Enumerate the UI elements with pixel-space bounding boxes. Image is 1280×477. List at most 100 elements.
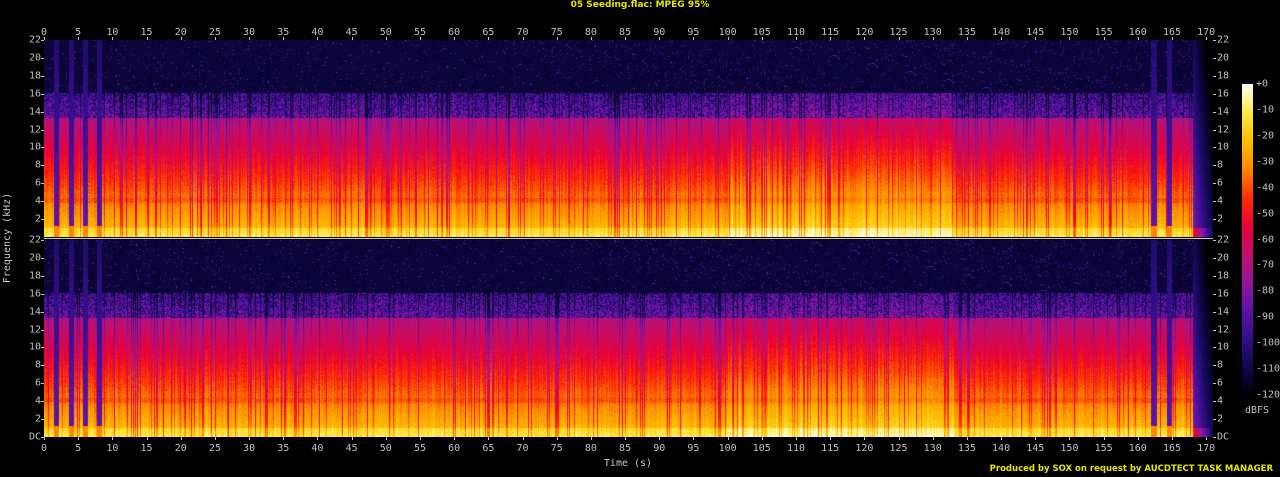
x-tick-label: 20: [174, 27, 187, 38]
colorbar-tick: -80: [1256, 285, 1275, 297]
colorbar-tick: -70: [1256, 259, 1275, 271]
y-tick-label: 8: [34, 159, 41, 171]
y-tick-label: 8: [1217, 159, 1224, 171]
x-tick-label: 155: [1094, 443, 1113, 454]
x-tick-label: 40: [311, 443, 324, 454]
y-tick-mark: [41, 401, 44, 403]
x-tick-label: 130: [923, 443, 942, 454]
colorbar-tick: -10: [1256, 104, 1275, 116]
y-tick-mark: [41, 147, 44, 149]
x-tick-mark: [864, 437, 866, 440]
y-tick-mark: [41, 201, 44, 203]
y-tick-mark: [41, 365, 44, 367]
y-tick-label: 10: [28, 141, 41, 153]
y-tick-mark: [41, 347, 44, 349]
x-tick-mark: [966, 37, 968, 40]
x-tick-label: 130: [923, 27, 942, 38]
colorbar-tick: -120: [1256, 389, 1280, 401]
x-tick-label: 45: [345, 443, 358, 454]
x-tick-mark: [317, 437, 319, 440]
x-tick-label: 150: [1060, 443, 1079, 454]
x-tick-mark: [454, 37, 456, 40]
x-tick-mark: [795, 37, 797, 40]
x-tick-label: 105: [752, 27, 771, 38]
x-tick-mark: [522, 37, 524, 40]
x-tick-mark: [419, 437, 421, 440]
y-tick-label: 22: [28, 34, 41, 46]
colorbar-tick: -30: [1256, 156, 1275, 168]
y-tick-mark: [1213, 311, 1216, 313]
x-tick-label: 80: [584, 27, 597, 38]
x-tick-mark: [419, 37, 421, 40]
x-tick-mark: [78, 37, 80, 40]
x-tick-mark: [249, 37, 251, 40]
y-tick-label: 16: [1217, 288, 1230, 300]
x-tick-mark: [625, 437, 627, 440]
y-tick-mark: [1213, 165, 1216, 167]
y-tick-mark: [41, 329, 44, 331]
y-tick-mark: [1213, 383, 1216, 385]
y-tick-mark: [41, 275, 44, 277]
y-tick-mark: [41, 293, 44, 295]
y-tick-label: 20: [1217, 252, 1230, 264]
x-tick-label: 25: [208, 443, 221, 454]
x-tick-mark: [898, 437, 900, 440]
x-tick-label: 115: [821, 27, 840, 38]
x-tick-mark: [864, 37, 866, 40]
y-tick-label: 22: [28, 234, 41, 246]
y-tick-mark: [1213, 240, 1216, 241]
x-tick-mark: [317, 37, 319, 40]
x-tick-mark: [590, 437, 592, 440]
channel-separator: [44, 238, 1213, 239]
x-tick-mark: [351, 437, 353, 440]
y-tick-label: 22: [1217, 234, 1230, 246]
colorbar-unit: dBFS: [1245, 405, 1270, 416]
y-tick-mark: [1213, 147, 1216, 149]
y-tick-label: 10: [28, 341, 41, 353]
y-tick-mark: [1213, 111, 1216, 113]
x-tick-mark: [556, 437, 558, 440]
colorbar-tick: -90: [1256, 311, 1275, 323]
x-tick-label: 100: [718, 27, 737, 38]
x-tick-label: 165: [1162, 443, 1181, 454]
y-tick-mark: [1213, 201, 1216, 203]
colorbar: [1242, 84, 1253, 395]
y-tick-mark: [1213, 293, 1216, 295]
x-tick-label: 5: [75, 443, 82, 454]
x-tick-mark: [1137, 437, 1139, 440]
x-tick-mark: [146, 437, 148, 440]
x-tick-label: 10: [106, 27, 119, 38]
y-tick-mark: [41, 437, 44, 438]
x-tick-label: 60: [448, 27, 461, 38]
x-tick-mark: [488, 437, 490, 440]
spectrogram-top-channel: [44, 40, 1213, 237]
x-tick-mark: [932, 37, 934, 40]
x-tick-label: 45: [345, 27, 358, 38]
x-tick-label: 100: [718, 443, 737, 454]
y-tick-mark: [41, 165, 44, 167]
x-tick-mark: [1001, 37, 1003, 40]
x-tick-label: 50: [379, 27, 392, 38]
x-tick-mark: [146, 37, 148, 40]
x-tick-mark: [112, 37, 114, 40]
x-tick-mark: [180, 437, 182, 440]
x-tick-mark: [112, 437, 114, 440]
x-tick-mark: [932, 437, 934, 440]
x-tick-label: 155: [1094, 27, 1113, 38]
x-tick-label: 10: [106, 443, 119, 454]
x-tick-mark: [693, 37, 695, 40]
x-tick-label: 140: [992, 27, 1011, 38]
y-tick-label: 18: [28, 270, 41, 282]
x-tick-label: 170: [1197, 443, 1216, 454]
x-tick-label: 35: [277, 27, 290, 38]
y-tick-mark: [1213, 437, 1216, 438]
y-tick-mark: [1213, 40, 1216, 41]
x-tick-mark: [556, 37, 558, 40]
y-tick-label: 2: [34, 413, 41, 425]
x-tick-label: 110: [786, 27, 806, 38]
x-tick-label: 70: [516, 443, 529, 454]
y-tick-label: 18: [1217, 270, 1230, 282]
x-tick-label: 120: [855, 27, 874, 38]
x-tick-label: 145: [1026, 443, 1045, 454]
x-tick-label: 15: [140, 27, 153, 38]
